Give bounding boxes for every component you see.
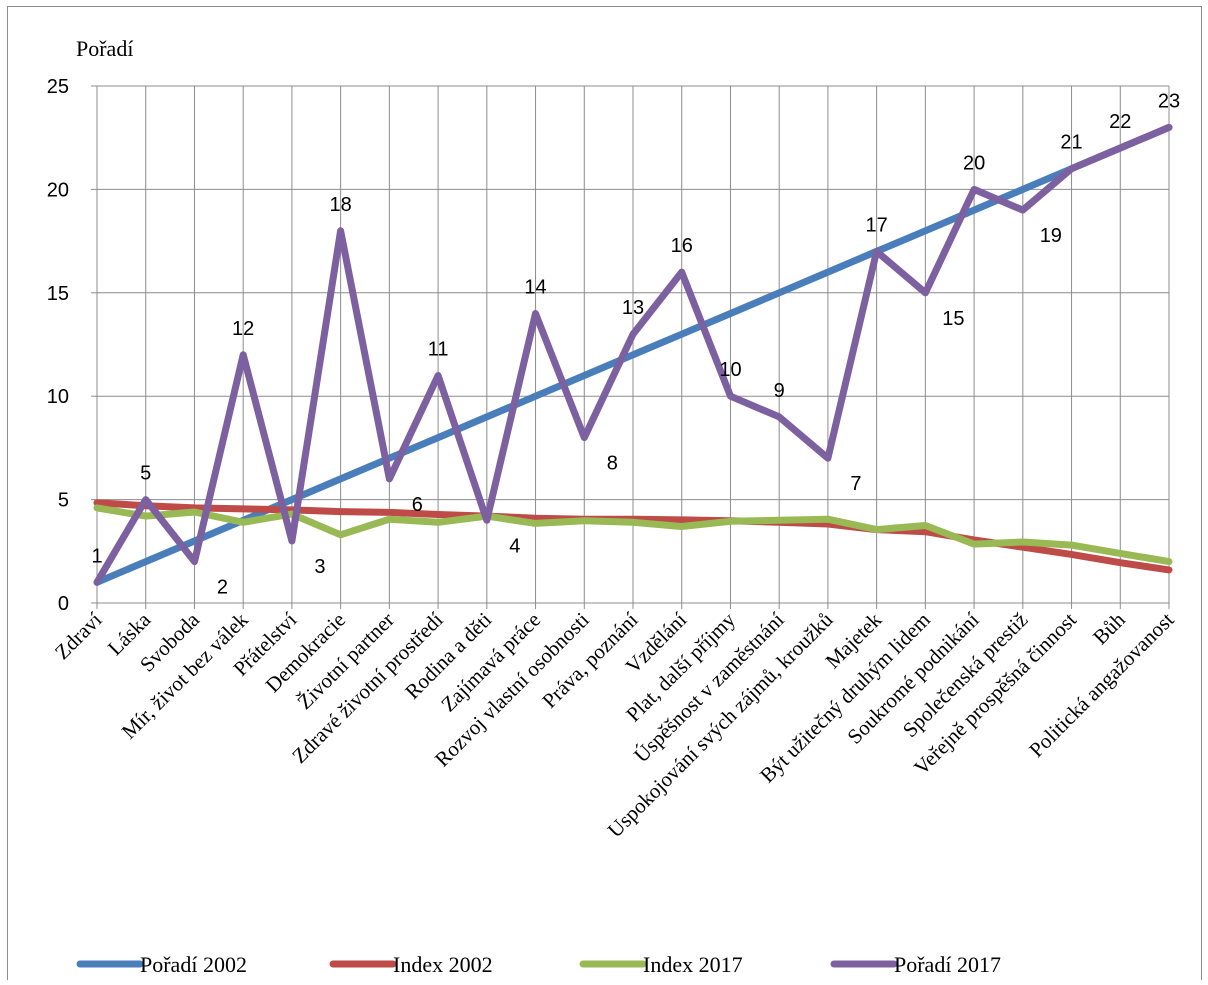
y-tick-label: 5 — [58, 490, 69, 512]
x-tick-label: Bůh — [1088, 607, 1130, 649]
data-label: 4 — [509, 535, 520, 557]
y-tick-label: 10 — [47, 386, 69, 408]
data-label: 9 — [774, 380, 785, 402]
series-line-4 — [93, 123, 1173, 586]
series-line-3 — [93, 504, 1173, 566]
data-label: 12 — [232, 318, 254, 340]
data-label: 14 — [524, 276, 546, 298]
data-label: 22 — [1109, 111, 1131, 133]
data-label: 1 — [91, 545, 102, 567]
y-tick-label: 25 — [47, 76, 69, 98]
y-tick-label: 20 — [47, 179, 69, 201]
axes — [91, 85, 1170, 609]
data-label: 10 — [719, 359, 741, 381]
y-tick-labels: 0 5 10 15 20 25 — [47, 76, 69, 615]
data-label: 11 — [428, 339, 449, 361]
data-label: 18 — [330, 194, 352, 216]
chart-frame — [7, 6, 1202, 980]
data-label: 19 — [1040, 225, 1062, 247]
data-label: 17 — [866, 214, 888, 236]
x-tick-label: Zdraví — [50, 607, 107, 664]
legend-label: Pořadí 2017 — [894, 952, 1001, 977]
legend-label: Pořadí 2002 — [140, 952, 247, 977]
data-label: 8 — [607, 453, 618, 475]
data-label: 16 — [671, 235, 693, 257]
legend-label: Index 2002 — [393, 952, 493, 977]
data-label: 7 — [850, 473, 861, 495]
data-label: 20 — [963, 152, 985, 174]
legend-label: Index 2017 — [643, 952, 743, 977]
y-tick-label: 15 — [47, 283, 69, 305]
data-label: 5 — [140, 463, 151, 485]
data-label: 15 — [942, 308, 964, 330]
legend: Pořadí 2002 Index 2002 Index 2017 Pořadí 20… — [76, 952, 1001, 977]
data-label: 21 — [1060, 132, 1082, 154]
data-label: 13 — [622, 297, 644, 319]
data-label: 2 — [217, 577, 228, 599]
data-label: 6 — [412, 494, 423, 516]
data-label: 23 — [1158, 90, 1180, 112]
series-lines — [93, 123, 1173, 586]
y-tick-label: 0 — [58, 593, 69, 615]
data-label: 3 — [314, 556, 325, 578]
y-axis-title: Pořadí — [76, 36, 133, 61]
